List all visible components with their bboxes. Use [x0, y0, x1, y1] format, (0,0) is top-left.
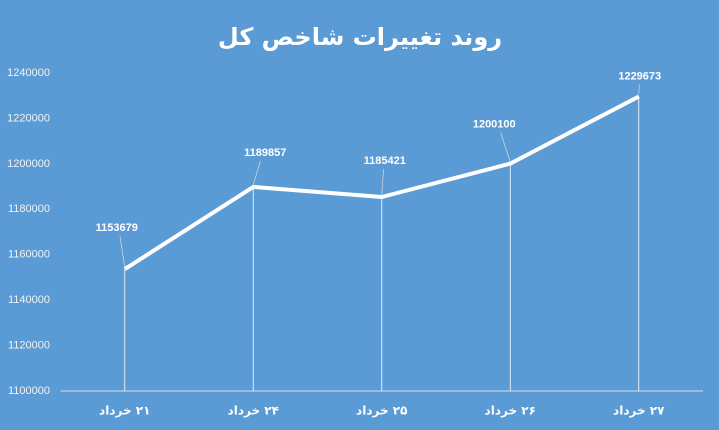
y-tick-label: 1120000: [8, 339, 50, 351]
x-tick-label: ۲۱ خرداد: [99, 404, 150, 418]
data-label: 1229673: [618, 70, 661, 82]
data-label: 1185421: [364, 155, 406, 167]
data-label: 1189857: [244, 147, 286, 159]
y-tick-label: 1200000: [7, 158, 50, 170]
x-tick-label: ۲۶ خرداد: [485, 404, 536, 418]
x-tick-label: ۲۷ خرداد: [613, 404, 665, 418]
leader-line: [500, 132, 511, 162]
leader-line: [638, 84, 640, 95]
x-tick-label: ۲۵ خرداد: [356, 404, 407, 418]
y-tick-label: 1240000: [7, 67, 50, 79]
leader-line: [252, 160, 261, 185]
data-label: 1153679: [96, 222, 138, 234]
leader-line: [381, 168, 384, 195]
line-series: [123, 94, 640, 271]
leader-line: [119, 236, 126, 268]
x-tick-label: ۲۴ خرداد: [228, 404, 279, 418]
y-tick-label: 1160000: [8, 249, 50, 261]
y-tick-label: 1220000: [7, 112, 50, 124]
y-tick-label: 1100000: [8, 385, 50, 397]
chart-title: روند تغییرات شاخص کل: [218, 23, 502, 51]
y-tick-label: 1140000: [8, 294, 50, 306]
data-label: 1200100: [473, 119, 516, 131]
y-tick-label: 1180000: [8, 203, 50, 215]
